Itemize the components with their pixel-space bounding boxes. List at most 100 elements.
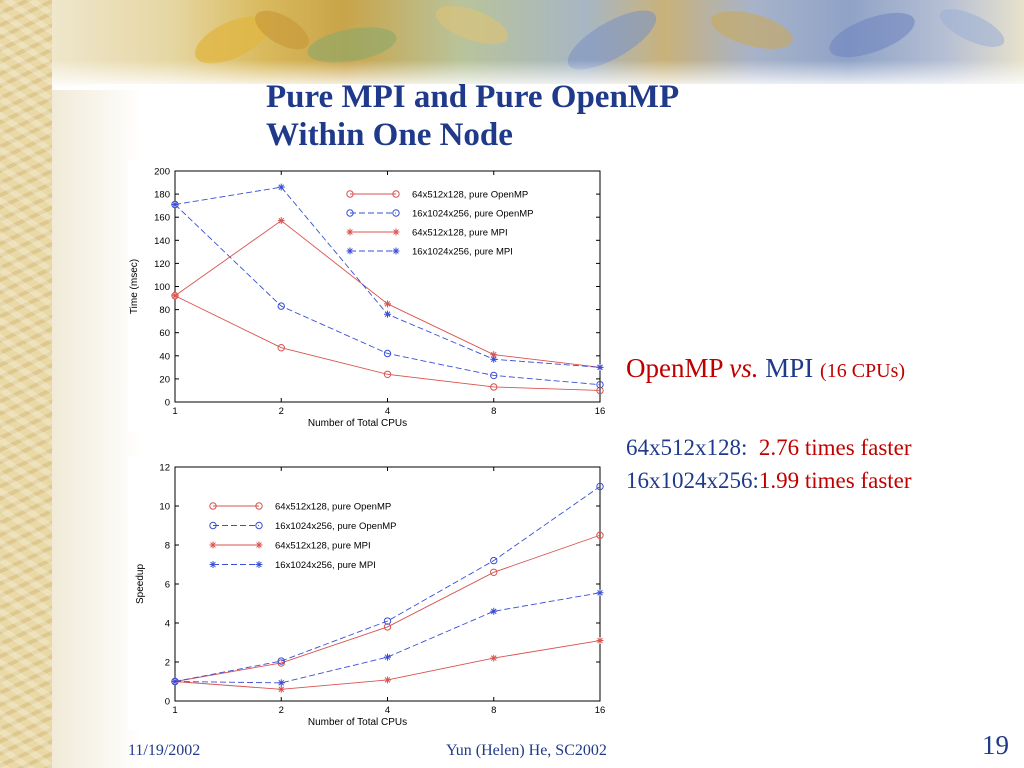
data-point bbox=[384, 676, 391, 684]
data-point bbox=[596, 386, 604, 395]
legend-label: 64x512x128, pure OpenMP bbox=[275, 502, 391, 513]
title-line-1: Pure MPI and Pure OpenMP bbox=[266, 79, 680, 115]
data-point bbox=[384, 653, 391, 661]
data-point bbox=[384, 300, 391, 308]
series-2: 16x1024x256, pure OpenMP bbox=[171, 200, 604, 389]
data-point bbox=[255, 521, 263, 530]
result-value-1: 2.76 times faster bbox=[758, 435, 912, 460]
data-point bbox=[255, 502, 263, 510]
y-tick-label: 60 bbox=[159, 328, 170, 339]
data-point bbox=[596, 589, 604, 597]
data-point bbox=[596, 482, 604, 491]
data-point bbox=[490, 654, 498, 662]
data-point bbox=[346, 247, 354, 255]
data-point bbox=[209, 541, 217, 549]
cpu-count-note: (16 CPUs) bbox=[820, 360, 906, 382]
series-line bbox=[174, 220, 601, 368]
legend-label: 16x1024x256, pure MPI bbox=[412, 247, 513, 258]
data-point bbox=[596, 531, 604, 539]
y-tick-label: 2 bbox=[165, 658, 170, 669]
data-point bbox=[383, 623, 392, 631]
data-point bbox=[277, 344, 285, 352]
data-point bbox=[392, 209, 400, 217]
y-tick-label: 10 bbox=[159, 502, 170, 513]
banner-leaves bbox=[194, 5, 1005, 70]
y-tick-label: 140 bbox=[154, 236, 170, 247]
data-point bbox=[171, 200, 179, 208]
data-point bbox=[209, 521, 217, 530]
legend-label: 64x512x128, pure MPI bbox=[412, 228, 508, 239]
legend-label: 64x512x128, pure MPI bbox=[275, 541, 371, 552]
series-line bbox=[174, 186, 601, 368]
data-point bbox=[490, 568, 498, 577]
result-size-1: 64x512x128: bbox=[626, 435, 748, 460]
y-tick-label: 20 bbox=[159, 374, 170, 385]
openmp-label: OpenMP bbox=[626, 353, 723, 383]
data-point bbox=[383, 370, 392, 378]
x-tick-label: 8 bbox=[491, 406, 496, 417]
data-point bbox=[171, 292, 179, 300]
data-point bbox=[255, 541, 263, 549]
y-tick-label: 40 bbox=[159, 351, 170, 362]
legend-label: 16x1024x256, pure OpenMP bbox=[412, 209, 533, 220]
page-number: 19 bbox=[982, 730, 1009, 760]
y-tick-label: 12 bbox=[159, 463, 170, 474]
data-point bbox=[346, 209, 354, 217]
data-point bbox=[277, 657, 285, 665]
y-axis-label: Speedup bbox=[135, 564, 146, 604]
series-4: 16x1024x256, pure MPI bbox=[171, 560, 604, 687]
y-tick-label: 180 bbox=[154, 190, 170, 201]
x-axis-label: Number of Total CPUs bbox=[308, 418, 407, 429]
speedup-chart-panel: 0 2 4 6 8 10 12 1 2 4 8 16 Number of Total CPUs Speed… bbox=[128, 456, 610, 730]
series-1: 64x512x128, pure OpenMP bbox=[171, 190, 604, 395]
data-point bbox=[346, 228, 354, 236]
data-point bbox=[171, 678, 179, 685]
mpi-label: MPI bbox=[765, 353, 814, 383]
data-point bbox=[596, 363, 604, 371]
data-point bbox=[209, 502, 217, 510]
data-point bbox=[490, 556, 498, 565]
x-tick-label: 16 bbox=[595, 406, 606, 417]
y-axis-label: Time (msec) bbox=[129, 259, 140, 314]
time-chart: 0 20 40 60 80 100 120 140 160 180 200 1 2 4 8 16 Number … bbox=[129, 167, 606, 430]
x-tick-label: 4 bbox=[385, 705, 390, 716]
slide-title: Pure MPI and Pure OpenMP Within One Node bbox=[266, 78, 826, 154]
x-tick-label: 1 bbox=[172, 705, 177, 716]
series-4: 16x1024x256, pure MPI bbox=[171, 183, 604, 371]
data-point bbox=[392, 228, 400, 236]
data-point bbox=[209, 561, 217, 568]
left-texture-strip bbox=[0, 0, 52, 768]
x-tick-label: 4 bbox=[385, 406, 390, 417]
series-3: 64x512x128, pure MPI bbox=[171, 541, 604, 693]
series-line bbox=[174, 486, 601, 682]
x-tick-label: 16 bbox=[595, 705, 606, 716]
vs-label: vs. bbox=[729, 353, 759, 383]
y-tick-label: 200 bbox=[154, 167, 170, 178]
y-tick-label: 0 bbox=[165, 697, 170, 708]
comparison-heading: OpenMP vs. MPI (16 CPUs) bbox=[626, 352, 905, 387]
time-chart-panel: 0 20 40 60 80 100 120 140 160 180 200 1 2 4 8 16 Number … bbox=[128, 160, 610, 432]
data-point bbox=[277, 659, 285, 667]
data-point bbox=[277, 217, 285, 225]
footer-author: Yun (Helen) He, SC2002 bbox=[446, 742, 607, 759]
result-value-2: 1.99 times faster bbox=[758, 468, 912, 493]
data-point bbox=[490, 355, 498, 363]
x-tick-label: 2 bbox=[279, 705, 284, 716]
series-line bbox=[174, 204, 601, 386]
data-point bbox=[384, 310, 391, 318]
y-tick-label: 160 bbox=[154, 213, 170, 224]
legend-label: 16x1024x256, pure OpenMP bbox=[275, 521, 396, 532]
data-point bbox=[277, 183, 285, 191]
series-3: 64x512x128, pure MPI bbox=[171, 217, 604, 371]
data-point bbox=[277, 685, 285, 693]
data-point bbox=[490, 607, 498, 615]
series-line bbox=[174, 295, 601, 391]
plot-frame bbox=[174, 170, 601, 403]
x-tick-label: 1 bbox=[172, 406, 177, 417]
data-point bbox=[490, 351, 498, 359]
y-tick-label: 100 bbox=[154, 282, 170, 293]
data-point bbox=[596, 637, 604, 645]
y-tick-label: 120 bbox=[154, 259, 170, 270]
series-line bbox=[174, 534, 601, 682]
